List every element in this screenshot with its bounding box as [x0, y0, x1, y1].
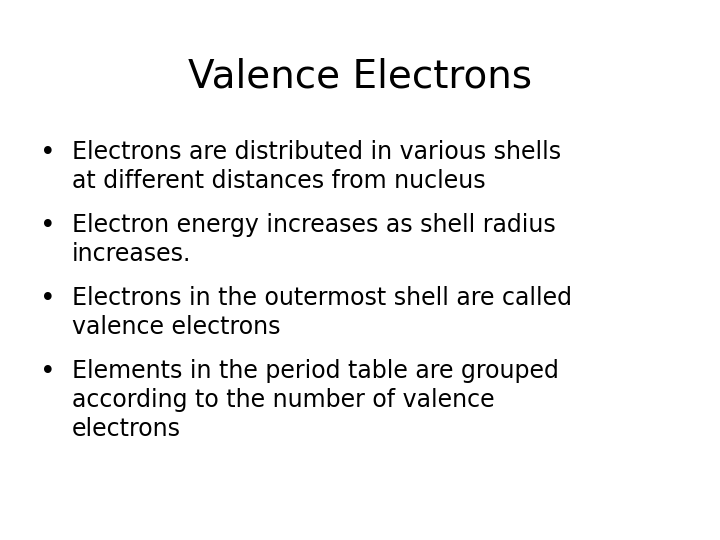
Text: Electron energy increases as shell radius
increases.: Electron energy increases as shell radiu… [72, 213, 556, 266]
Text: •: • [40, 359, 55, 385]
Text: Electrons are distributed in various shells
at different distances from nucleus: Electrons are distributed in various she… [72, 140, 561, 193]
Text: •: • [40, 213, 55, 239]
Text: Elements in the period table are grouped
according to the number of valence
elec: Elements in the period table are grouped… [72, 359, 559, 441]
Text: •: • [40, 286, 55, 312]
Text: •: • [40, 140, 55, 166]
Text: Electrons in the outermost shell are called
valence electrons: Electrons in the outermost shell are cal… [72, 286, 572, 339]
Text: Valence Electrons: Valence Electrons [188, 58, 532, 96]
